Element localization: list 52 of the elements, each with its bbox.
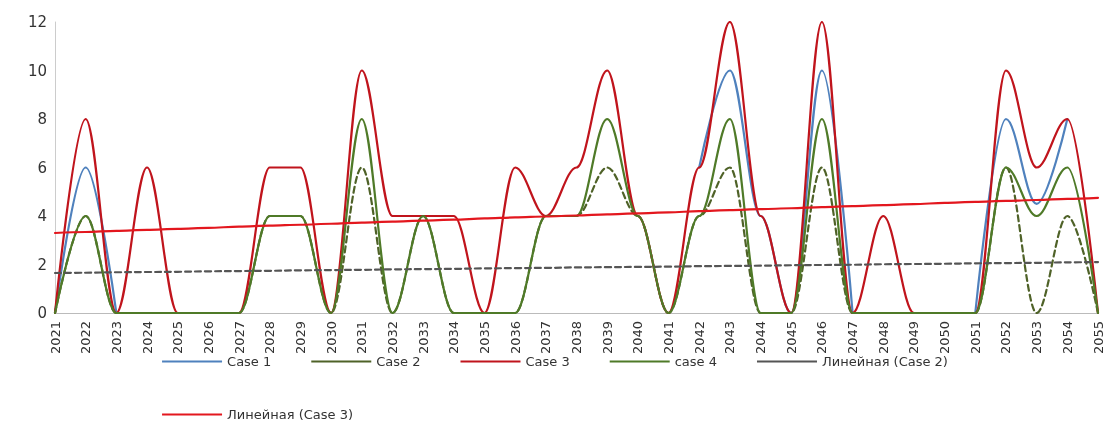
x-tick-label: 2026 bbox=[200, 321, 216, 355]
y-tick-label: 8 bbox=[37, 110, 47, 128]
y-tick-label: 2 bbox=[37, 255, 47, 274]
x-tick-label: 2044 bbox=[753, 321, 769, 355]
x-tick-label: 2046 bbox=[814, 321, 830, 355]
x-tick-label: 2034 bbox=[446, 321, 462, 355]
x-tick-label: 2032 bbox=[384, 321, 400, 355]
x-tick-label: 2045 bbox=[783, 321, 799, 355]
x-tick-label: 2048 bbox=[875, 321, 891, 355]
x-tick-label: 2028 bbox=[262, 321, 278, 355]
x-tick-label: 2053 bbox=[1029, 321, 1045, 355]
legend-label: Линейная (Case 2) bbox=[822, 354, 948, 369]
legend-label: Case 1 bbox=[227, 354, 272, 369]
x-tick-label: 2054 bbox=[1059, 321, 1075, 355]
x-tick-label: 2041 bbox=[661, 321, 677, 355]
legend-label: Case 2 bbox=[376, 354, 421, 369]
x-tick-label: 2047 bbox=[845, 321, 861, 355]
y-tick-label: 4 bbox=[37, 207, 47, 225]
x-tick-label: 2027 bbox=[231, 321, 247, 355]
x-tick-label: 2033 bbox=[415, 321, 431, 355]
x-tick-label: 2051 bbox=[967, 321, 983, 355]
x-tick-label: 2043 bbox=[722, 321, 738, 355]
line-series bbox=[53, 196, 1100, 235]
legend-label: Линейная (Case 3) bbox=[227, 407, 354, 422]
line-series bbox=[53, 117, 1100, 315]
x-tick-label: 2038 bbox=[569, 321, 584, 355]
x-tick-label: 2055 bbox=[1090, 321, 1106, 355]
x-tick-label: 2040 bbox=[630, 321, 646, 355]
x-tick-label: 2035 bbox=[476, 321, 492, 355]
x-tick-label: 2030 bbox=[323, 321, 339, 355]
x-tick-label: 2036 bbox=[507, 321, 523, 355]
y-tick-label: 0 bbox=[37, 304, 47, 322]
x-tick-label: 2037 bbox=[538, 321, 554, 355]
x-tick-label: 2052 bbox=[998, 321, 1014, 355]
x-tick-label: 2022 bbox=[78, 321, 94, 355]
x-tick-label: 2024 bbox=[139, 321, 155, 355]
legend-label: Case 3 bbox=[525, 354, 570, 369]
x-tick-label: 2049 bbox=[906, 321, 922, 355]
x-tick-label: 2029 bbox=[292, 321, 308, 355]
x-tick-label: 2050 bbox=[937, 321, 953, 355]
x-tick-label: 2039 bbox=[599, 321, 615, 355]
y-tick-label: 6 bbox=[37, 158, 47, 177]
legend-label: case 4 bbox=[674, 354, 717, 369]
x-tick-label: 2031 bbox=[354, 321, 370, 355]
x-tick-label: 2025 bbox=[170, 321, 186, 355]
x-tick-label: 2021 bbox=[47, 321, 63, 355]
line-series bbox=[53, 20, 1100, 315]
y-tick-label: 12 bbox=[27, 13, 47, 31]
y-tick-label: 10 bbox=[27, 61, 47, 80]
x-tick-label: 2023 bbox=[108, 321, 124, 355]
line-series bbox=[53, 260, 1100, 275]
x-tick-label: 2042 bbox=[691, 321, 707, 355]
